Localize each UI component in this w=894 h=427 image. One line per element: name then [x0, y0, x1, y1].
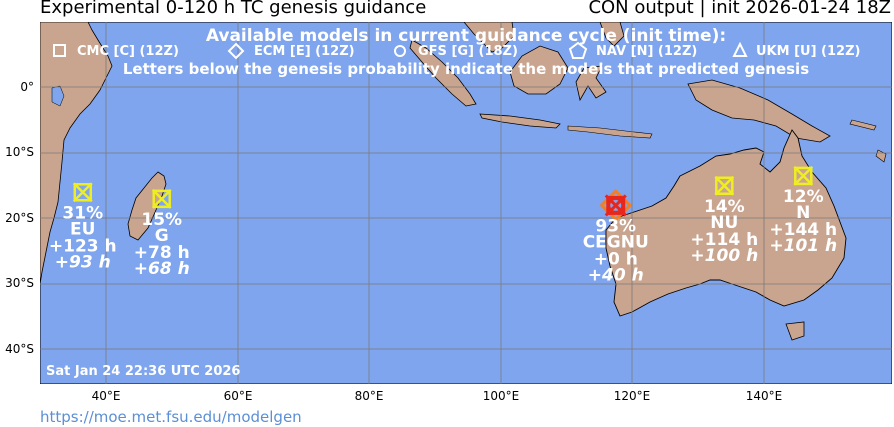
genesis-systems: 31%EU+123 h+93 h 15%G+78 h+68 h 93%CEGNU+0… [49, 166, 837, 285]
lat-label-30s: 30°S [5, 276, 34, 290]
lat-label-20s: 20°S [5, 211, 34, 225]
lat-label-0: 0° [20, 80, 34, 94]
peak-time-label: +68 h [134, 259, 190, 279]
legend-square-icon [53, 44, 66, 57]
lat-label-40s: 40°S [5, 342, 34, 356]
genesis-system-1: 15%G+78 h+68 h [134, 188, 190, 279]
australia-land [605, 129, 847, 317]
map-panel: Available models in current guidance cyc… [40, 22, 892, 384]
marker-square [715, 176, 734, 195]
marker-square [73, 183, 93, 202]
probability-label: 15% [141, 210, 182, 230]
first-time-label: +114 h [690, 230, 758, 250]
genesis-system-0: 31%EU+123 h+93 h [49, 182, 117, 272]
borneo-land [509, 45, 569, 95]
legend-note: Letters below the genesis probability in… [123, 60, 809, 78]
legend-diamond-icon [227, 42, 245, 60]
lon-label-100e: 100°E [482, 389, 520, 403]
peak-time-label: +100 h [690, 246, 758, 266]
first-time-label: +144 h [769, 220, 837, 240]
lon-label-60e: 60°E [223, 389, 253, 403]
legend-item-nav: NAV [N] (12Z) [596, 44, 697, 59]
models-label: G [155, 226, 169, 246]
marker-square [152, 189, 171, 209]
graticule [40, 22, 892, 384]
lon-label-140e: 140°E [745, 389, 783, 403]
models-label: N [796, 203, 810, 223]
marker-circle [607, 196, 625, 214]
peak-time-label: +101 h [769, 236, 837, 256]
footer-url[interactable]: https://moe.met.fsu.edu/modelgen [40, 408, 302, 426]
models-label: NU [710, 213, 738, 233]
tasmania-land [785, 321, 805, 341]
lat-label-10s: 10°S [5, 145, 34, 159]
models-label: EU [70, 219, 95, 239]
legend-heading: Available models in current guidance cyc… [206, 26, 726, 46]
legend-pentagon-icon [568, 41, 588, 59]
sunda-islands [567, 125, 653, 139]
probability-label: 93% [595, 216, 636, 236]
marker-x [72, 182, 93, 203]
legend-item-ecm: ECM [E] (12Z) [254, 44, 355, 59]
peak-time-label: +93 h [55, 252, 111, 272]
peak-time-label: +40 h [588, 265, 644, 285]
models-label: CEGNU [583, 232, 649, 252]
legend-item-ukm: UKM [U] (12Z) [756, 44, 860, 59]
first-time-label: +78 h [134, 243, 190, 263]
marker-x [151, 188, 172, 209]
timestamp: Sat Jan 24 22:36 UTC 2026 [46, 364, 240, 379]
philippines-land [599, 22, 625, 47]
malay-land [463, 22, 515, 53]
marker-x [714, 175, 735, 196]
sulawesi-land [575, 65, 607, 102]
chart-title-right: CON output | init 2026-01-24 18Z [588, 0, 891, 18]
legend-triangle-icon [732, 41, 748, 57]
genesis-system-3: 14%NU+114 h+100 h [690, 175, 758, 266]
first-time-label: +0 h [594, 249, 638, 269]
marker-square [794, 166, 813, 186]
lon-label-80e: 80°E [354, 389, 384, 403]
solomon-islands [849, 119, 877, 131]
java-land [479, 113, 561, 129]
marker-x [793, 166, 814, 186]
legend-item-cmc: CMC [C] (12Z) [77, 44, 179, 59]
first-time-label: +123 h [49, 236, 117, 256]
sumatra-land [409, 39, 477, 107]
genesis-system-2: 93%CEGNU+0 h+40 h [583, 189, 649, 285]
lon-label-40e: 40°E [91, 389, 121, 403]
probability-label: 14% [704, 197, 745, 217]
marker-x [604, 194, 627, 217]
lake [51, 85, 65, 107]
lon-label-120e: 120°E [613, 389, 651, 403]
madagascar-land [127, 171, 167, 241]
legend: Available models in current guidance cyc… [53, 26, 860, 78]
legend-item-gfs: GFS [G] (18Z) [418, 44, 518, 59]
chart-title-left: Experimental 0-120 h TC genesis guidance [40, 0, 427, 18]
new-guinea-land [687, 79, 831, 143]
genesis-system-4: 12%N+144 h+101 h [769, 166, 837, 256]
probability-label: 31% [62, 203, 103, 223]
legend-circle-icon [394, 45, 406, 57]
probability-label: 12% [783, 187, 824, 207]
